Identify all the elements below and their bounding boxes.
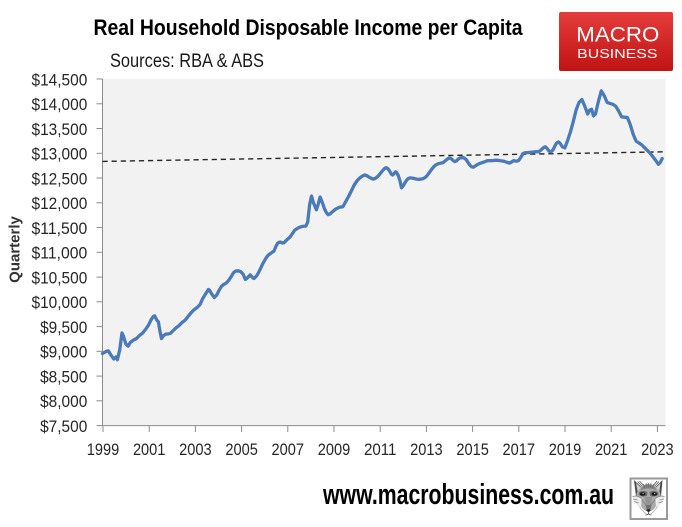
svg-text:$8,500: $8,500 [40, 368, 87, 387]
svg-text:$11,500: $11,500 [32, 219, 88, 238]
svg-text:2021: 2021 [595, 440, 628, 459]
svg-text:$14,500: $14,500 [32, 70, 88, 89]
svg-text:2017: 2017 [503, 440, 536, 459]
svg-text:2007: 2007 [272, 440, 305, 459]
svg-text:2015: 2015 [456, 440, 489, 459]
svg-text:BUSINESS: BUSINESS [577, 46, 658, 61]
svg-text:$10,000: $10,000 [32, 293, 88, 312]
svg-text:2023: 2023 [641, 440, 674, 459]
svg-text:$12,000: $12,000 [32, 194, 88, 213]
svg-text:$12,500: $12,500 [32, 169, 88, 188]
svg-text:$9,500: $9,500 [40, 318, 87, 337]
svg-text:Quarterly: Quarterly [7, 215, 24, 282]
svg-text:$13,500: $13,500 [32, 120, 88, 139]
svg-text:2011: 2011 [364, 440, 397, 459]
svg-text:$9,000: $9,000 [40, 343, 87, 362]
svg-text:$14,000: $14,000 [32, 95, 88, 114]
svg-text:$11,000: $11,000 [32, 244, 88, 263]
svg-text:$13,000: $13,000 [32, 145, 88, 164]
svg-text:2001: 2001 [133, 440, 166, 459]
svg-text:MACRO: MACRO [576, 23, 659, 47]
svg-text:Real Household Disposable Inco: Real Household Disposable Income per Cap… [94, 15, 524, 40]
svg-text:www.macrobusiness.com.au: www.macrobusiness.com.au [322, 479, 614, 511]
svg-text:2013: 2013 [410, 440, 443, 459]
svg-text:$8,000: $8,000 [40, 392, 87, 411]
svg-text:$10,500: $10,500 [32, 269, 88, 288]
svg-text:2019: 2019 [549, 440, 582, 459]
svg-text:Sources: RBA & ABS: Sources: RBA & ABS [110, 51, 264, 72]
svg-text:2005: 2005 [225, 440, 258, 459]
svg-text:2003: 2003 [179, 440, 212, 459]
svg-text:2009: 2009 [318, 440, 351, 459]
svg-text:1999: 1999 [87, 440, 120, 459]
svg-text:$7,500: $7,500 [40, 417, 87, 436]
